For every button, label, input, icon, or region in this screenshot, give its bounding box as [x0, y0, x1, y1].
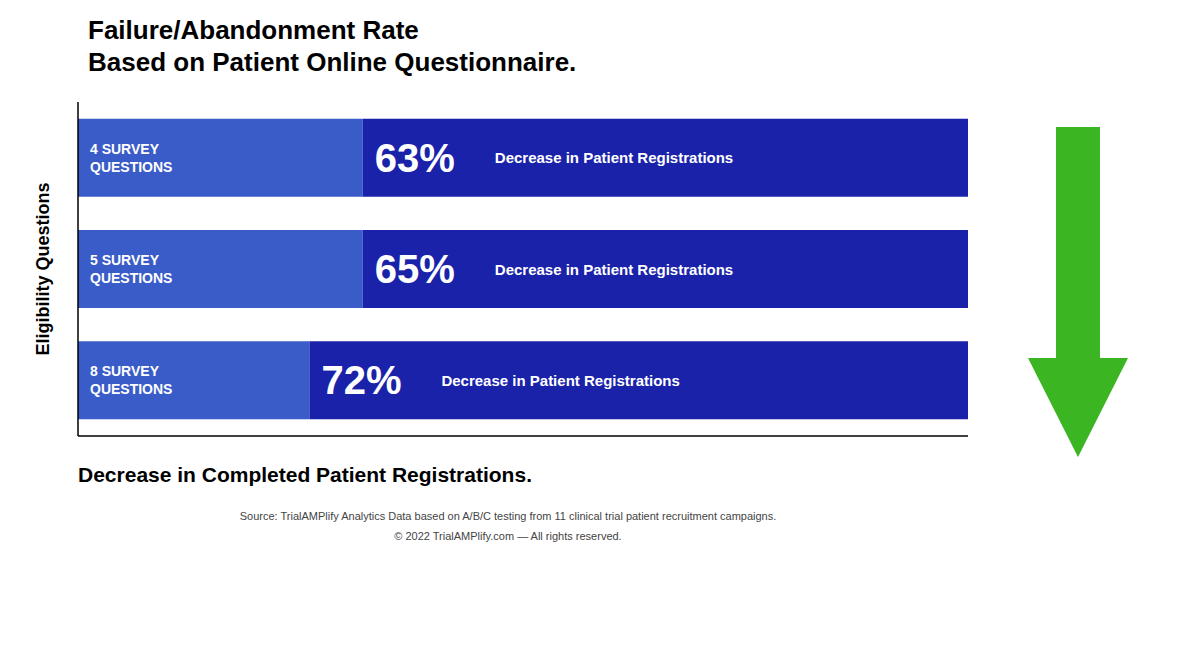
- svg-text:5 SURVEYQUESTIONS: 5 SURVEYQUESTIONS: [90, 252, 172, 286]
- svg-text:Eligibility Questions: Eligibility Questions: [33, 182, 53, 355]
- svg-text:65%: 65%: [375, 247, 455, 291]
- html-text:© 2022 TrialAMPlify.com — All: © 2022 TrialAMPlify.com — All rights res…: [394, 530, 622, 542]
- svg-text:63%: 63%: [375, 136, 455, 180]
- html-text:Failure/Abandonment Rate: Failure/Abandonment Rate: [88, 15, 419, 45]
- svg-text:4 SURVEYQUESTIONS: 4 SURVEYQUESTIONS: [90, 141, 172, 175]
- html-text:Source: TrialAMPlify Analytics: Source: TrialAMPlify Analytics Data base…: [239, 510, 777, 522]
- svg-text:Decrease in Completed Patient: Decrease in Completed Patient Registrati…: [78, 463, 532, 486]
- html-text:Based on Patient Online Questi: Based on Patient Online Questionnaire.: [88, 47, 577, 77]
- svg-text:72%: 72%: [321, 358, 401, 402]
- svg-text:8 SURVEYQUESTIONS: 8 SURVEYQUESTIONS: [90, 363, 172, 397]
- svg-text:Decrease in Patient Registrati: Decrease in Patient Registrations: [495, 261, 733, 278]
- svg-text:Decrease in Patient Registrati: Decrease in Patient Registrations: [441, 372, 679, 389]
- svg-text:Decrease in Patient Registrati: Decrease in Patient Registrations: [495, 149, 733, 166]
